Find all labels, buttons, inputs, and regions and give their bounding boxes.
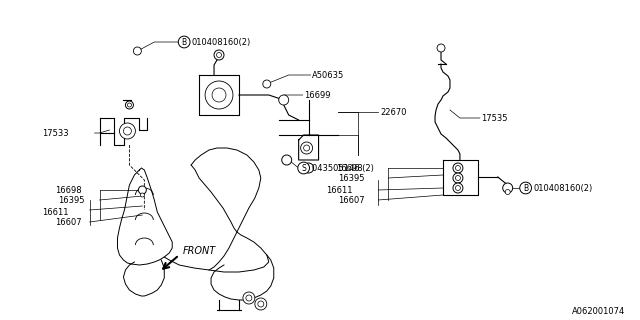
Text: 16395: 16395	[339, 173, 365, 182]
Circle shape	[246, 295, 252, 301]
Text: 22670: 22670	[380, 108, 407, 116]
Text: B: B	[182, 37, 187, 46]
Circle shape	[127, 103, 131, 107]
Text: 010408160(2): 010408160(2)	[534, 183, 593, 193]
Circle shape	[205, 81, 233, 109]
Text: 17535: 17535	[481, 114, 508, 123]
Text: B: B	[523, 183, 528, 193]
Text: 16611: 16611	[42, 207, 68, 217]
Circle shape	[243, 292, 255, 304]
Text: 16698: 16698	[55, 186, 81, 195]
Text: FRONT: FRONT	[183, 246, 216, 256]
Circle shape	[214, 50, 224, 60]
Circle shape	[120, 123, 136, 139]
Text: 16611: 16611	[326, 186, 353, 195]
Circle shape	[456, 175, 460, 180]
Text: 043505146 (2): 043505146 (2)	[312, 164, 374, 172]
Circle shape	[282, 155, 292, 165]
Circle shape	[125, 101, 133, 109]
Circle shape	[437, 44, 445, 52]
Text: S: S	[301, 164, 306, 172]
Text: 17533: 17533	[42, 129, 68, 138]
Text: 16607: 16607	[339, 196, 365, 204]
Circle shape	[124, 127, 131, 135]
Circle shape	[456, 186, 460, 190]
Circle shape	[303, 145, 310, 151]
Circle shape	[301, 142, 312, 154]
Circle shape	[133, 47, 141, 55]
Text: A50635: A50635	[312, 70, 344, 79]
Text: 16698: 16698	[337, 164, 363, 172]
Circle shape	[216, 52, 221, 58]
Text: 16699: 16699	[303, 91, 330, 100]
Circle shape	[453, 163, 463, 173]
Circle shape	[453, 183, 463, 193]
Text: 16395: 16395	[58, 196, 84, 204]
Text: A062001074: A062001074	[572, 308, 626, 316]
Circle shape	[140, 193, 145, 197]
Circle shape	[503, 183, 513, 193]
Circle shape	[279, 95, 289, 105]
Circle shape	[263, 80, 271, 88]
Circle shape	[255, 298, 267, 310]
Circle shape	[258, 301, 264, 307]
Circle shape	[456, 165, 460, 171]
Circle shape	[303, 163, 314, 173]
Text: 16607: 16607	[55, 218, 81, 227]
Text: 010408160(2): 010408160(2)	[191, 37, 250, 46]
Circle shape	[212, 88, 226, 102]
Circle shape	[453, 173, 463, 183]
Circle shape	[138, 186, 147, 194]
Circle shape	[505, 189, 510, 195]
